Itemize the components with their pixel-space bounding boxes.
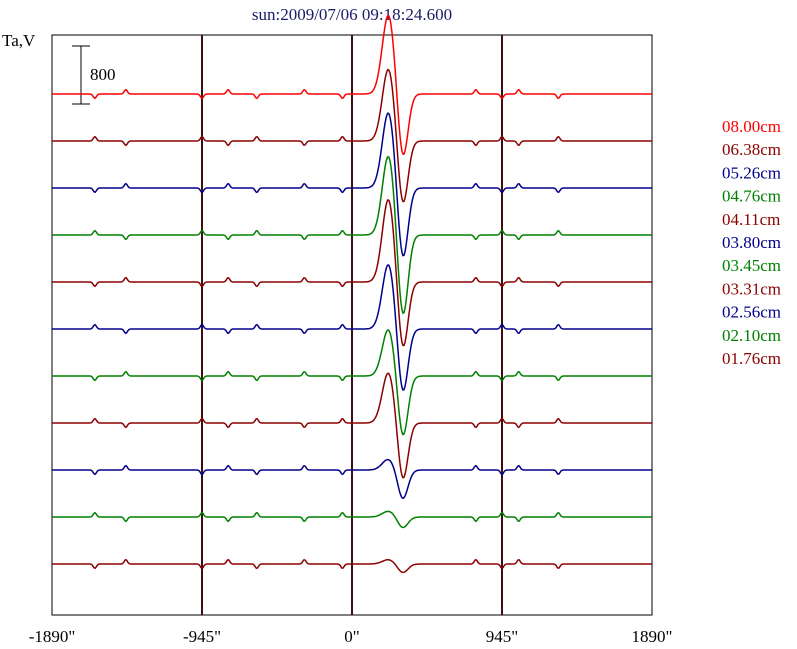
series-line	[52, 328, 652, 436]
legend-entry: 02.10cm	[722, 326, 781, 345]
scale-bar: 800	[72, 45, 116, 105]
legend-entry: 06.38cm	[722, 140, 781, 159]
x-tick-label: -1890"	[29, 627, 76, 646]
legend-entry: 05.26cm	[722, 163, 781, 182]
legend-entry: 03.45cm	[722, 256, 781, 275]
traces	[52, 14, 652, 574]
scale-bar-label: 800	[90, 65, 116, 84]
series-line	[52, 68, 652, 203]
legend-entry: 01.76cm	[722, 349, 781, 368]
series-line	[52, 111, 652, 257]
legend-entry: 04.11cm	[722, 210, 780, 229]
series-line	[52, 198, 652, 347]
series-line	[52, 458, 652, 500]
vertical-markers	[201, 35, 503, 615]
x-tick-label: 1890"	[632, 627, 673, 646]
x-tick-label: 0"	[344, 627, 359, 646]
legend-entry: 04.76cm	[722, 187, 781, 206]
series-line	[52, 558, 652, 574]
legend-entry: 08.00cm	[722, 117, 781, 136]
legend-entry: 02.56cm	[722, 303, 781, 322]
series-line	[52, 263, 652, 391]
legend-entry: 03.80cm	[722, 233, 781, 252]
x-tick-labels: -1890" -945" 0" 945" 1890"	[29, 627, 673, 646]
chart-title: sun:2009/07/06 09:18:24.600	[252, 5, 452, 24]
x-tick-label: -945"	[183, 627, 221, 646]
legend: 08.00cm 06.38cm 05.26cm 04.76cm 04.11cm 03.80…	[722, 117, 781, 368]
x-tick-label: 945"	[486, 627, 518, 646]
series-line	[52, 14, 652, 155]
y-axis-label: Ta,V	[2, 31, 36, 50]
legend-entry: 03.31cm	[722, 279, 781, 298]
series-line	[52, 155, 652, 315]
series-line	[52, 372, 652, 479]
series-line	[52, 510, 652, 529]
